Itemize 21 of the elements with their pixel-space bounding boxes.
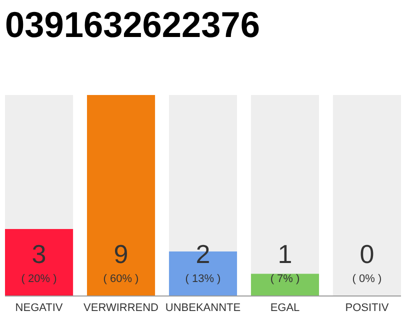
annotation: ( 20% ) xyxy=(21,273,57,285)
annotation: ( 13% ) xyxy=(185,273,221,285)
x-tick-label: UNBEKANNTE xyxy=(165,302,241,314)
data-label: 1 xyxy=(278,239,292,269)
bar xyxy=(332,95,401,296)
x-tick-label: VERWIRREND xyxy=(84,302,159,314)
annotation: ( 0% ) xyxy=(352,273,382,285)
x-tick-label: EGAL xyxy=(270,302,300,314)
x-tick-label: POSITIV xyxy=(345,302,390,314)
annotation: ( 7% ) xyxy=(270,273,300,285)
data-label: 9 xyxy=(114,239,128,269)
bar xyxy=(86,95,156,296)
annotation: 0 xyxy=(360,239,374,269)
bar xyxy=(5,229,74,296)
bar xyxy=(250,95,320,274)
x-tick-label: NEGATIV xyxy=(15,302,64,314)
chart-title: 0391632622376 xyxy=(5,4,266,45)
bar xyxy=(5,95,74,229)
data-label: 3 xyxy=(32,239,46,269)
bar xyxy=(250,274,320,296)
annotation: ( 60% ) xyxy=(103,273,139,285)
